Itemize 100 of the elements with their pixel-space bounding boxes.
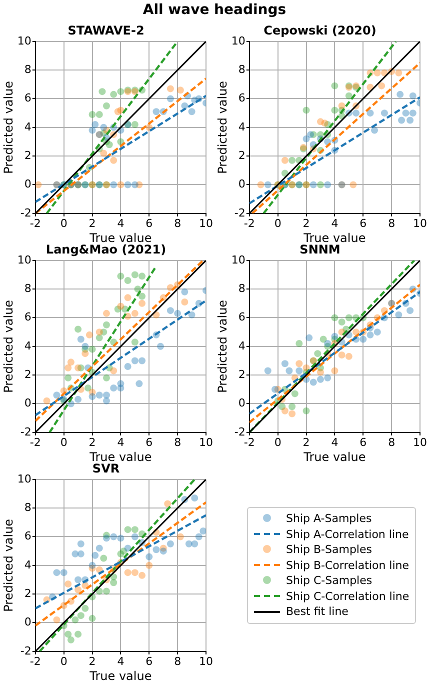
point (174, 310, 182, 317)
point (131, 338, 138, 346)
point (314, 350, 322, 358)
x-tick-label: 2 (302, 216, 310, 230)
y-tick-label: 8 (24, 62, 32, 76)
point (374, 69, 381, 76)
point (176, 86, 184, 94)
x-tick-label: 0 (274, 216, 282, 230)
y-tick-label: 4 (238, 339, 246, 352)
x-tick-label: 10 (413, 436, 427, 449)
legend-label: Ship A-Samples (286, 512, 372, 526)
point (77, 612, 84, 620)
x-tick-label: 4 (331, 216, 338, 230)
point (146, 553, 153, 560)
x-tick-label: 2 (88, 436, 96, 449)
point (138, 357, 146, 364)
point (316, 368, 324, 376)
point (131, 310, 138, 317)
point (166, 540, 174, 548)
point (131, 569, 138, 576)
point (110, 156, 118, 164)
point (74, 586, 82, 594)
point (338, 102, 346, 110)
point (331, 367, 338, 374)
y-tick-label: 8 (24, 500, 32, 514)
x-tick-label: 2 (88, 654, 96, 668)
point (92, 121, 99, 128)
point (398, 116, 406, 124)
point (64, 580, 72, 588)
chart-title: STAWAVE-2 (68, 23, 144, 38)
y-axis-title: Predicted value (1, 300, 16, 393)
point (77, 336, 84, 343)
point (360, 336, 367, 343)
point (286, 367, 293, 374)
legend-label: Ship B-Samples (286, 543, 372, 556)
point (67, 636, 74, 644)
y-axis-title: Predicted value (215, 80, 230, 174)
point (291, 390, 298, 398)
point (136, 380, 143, 388)
point (345, 92, 352, 100)
point (131, 181, 138, 188)
point (131, 533, 138, 540)
y-axis-title: Predicted value (1, 80, 16, 174)
point (302, 364, 310, 372)
x-tick-label: 4 (331, 436, 338, 449)
x-tick-label: 10 (199, 436, 213, 449)
point (188, 311, 196, 318)
y-tick-label: 2 (238, 368, 246, 381)
point (188, 108, 196, 116)
y-tick-label: -2 (20, 206, 32, 220)
point (288, 410, 296, 418)
y-tick-label: 0 (24, 396, 32, 410)
y-tick-label: 6 (24, 530, 32, 543)
point (117, 88, 124, 96)
point (380, 110, 388, 117)
point (409, 92, 416, 100)
point (310, 378, 317, 386)
legend-label: Ship C-Correlation line (286, 590, 410, 603)
point (102, 374, 110, 382)
point (131, 121, 138, 128)
y-tick-label: 8 (24, 282, 32, 295)
y-tick-label: 10 (17, 472, 32, 486)
point (152, 546, 160, 554)
y-tick-label: 6 (24, 310, 32, 324)
y-tick-label: 6 (24, 92, 32, 105)
point (402, 110, 410, 117)
point (264, 367, 272, 374)
point (366, 331, 374, 338)
point (396, 90, 404, 98)
point (124, 181, 132, 188)
point (110, 367, 118, 374)
point (146, 562, 153, 569)
point (124, 569, 132, 576)
point (409, 110, 416, 117)
point (64, 364, 72, 372)
point (302, 407, 310, 414)
point (102, 321, 110, 328)
x-tick-label: 6 (360, 436, 367, 449)
y-tick-label: 4 (24, 339, 32, 352)
point (302, 106, 310, 114)
point (106, 141, 113, 148)
point (160, 548, 167, 555)
point (164, 500, 172, 508)
y-axis-title: Predicted value (215, 300, 230, 393)
point (88, 346, 96, 353)
point (296, 360, 303, 368)
x-tick-label: 0 (274, 436, 282, 449)
point (181, 298, 188, 306)
point (82, 350, 89, 358)
point (117, 384, 124, 392)
x-tick-label: 2 (88, 216, 96, 230)
y-tick-label: 4 (24, 120, 32, 134)
y-tick-label: -2 (234, 425, 246, 438)
point (138, 292, 146, 300)
point (74, 364, 82, 372)
point (96, 392, 103, 399)
point (74, 576, 82, 584)
point (176, 533, 184, 540)
point (281, 360, 288, 368)
point (110, 384, 118, 392)
